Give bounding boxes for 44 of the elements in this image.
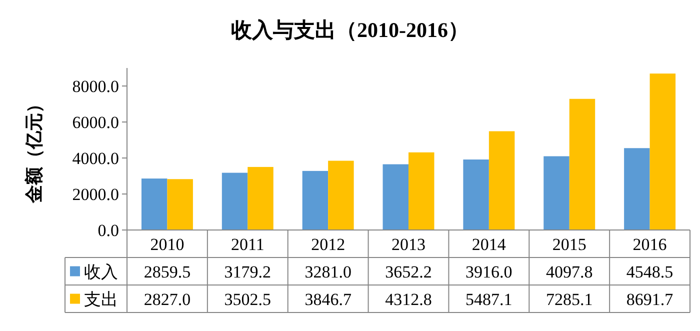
data-label: 3916.0 — [466, 262, 512, 282]
bar — [382, 164, 408, 230]
bar — [328, 160, 354, 230]
bar — [463, 160, 489, 230]
bar — [167, 179, 193, 230]
legend-label: 支出 — [84, 290, 118, 309]
data-label: 3846.7 — [304, 290, 352, 309]
y-tick-label: 4000.0 — [72, 149, 119, 168]
x-tick-label: 2011 — [230, 234, 264, 254]
data-label: 3281.0 — [304, 262, 352, 282]
x-tick-label: 2010 — [150, 234, 184, 254]
legend-label: 收入 — [84, 262, 118, 282]
data-label: 2859.5 — [144, 262, 191, 282]
title: 收入与支出（2010-2016） — [231, 18, 469, 42]
bar — [488, 131, 515, 230]
y-tick-label: 2000.0 — [72, 185, 119, 204]
x-tick-label: 2014 — [472, 234, 506, 254]
bar — [544, 156, 570, 230]
bar — [141, 178, 168, 230]
data-label: 3652.2 — [385, 262, 432, 282]
x-tick-label: 2013 — [392, 234, 426, 254]
bar — [222, 172, 248, 230]
bar — [302, 170, 328, 230]
y-tick-label: 8000.0 — [72, 77, 119, 96]
data-label: 4312.8 — [385, 290, 432, 309]
x-tick-label: 2012 — [311, 234, 346, 254]
data-label: 7285.1 — [546, 290, 593, 309]
data-label: 5487.1 — [466, 290, 512, 309]
bar — [248, 166, 274, 230]
bar — [650, 74, 676, 230]
data-label: 3179.2 — [224, 262, 272, 282]
x-tick-label: 2015 — [552, 234, 586, 254]
bar — [569, 98, 596, 230]
y-tick-label: 6000.0 — [72, 113, 119, 132]
data-label: 2827.0 — [144, 290, 191, 309]
data-label: 4097.8 — [546, 262, 593, 282]
data-label: 4548.5 — [626, 262, 674, 282]
x-tick-label: 2016 — [632, 234, 667, 254]
data-label: 3502.5 — [224, 290, 272, 309]
bar — [624, 148, 650, 230]
bar — [408, 152, 434, 230]
data-label: 8691.7 — [626, 290, 674, 309]
ylabel: 金额（亿元） — [24, 95, 44, 203]
y-tick-label: 0.0 — [98, 221, 119, 240]
